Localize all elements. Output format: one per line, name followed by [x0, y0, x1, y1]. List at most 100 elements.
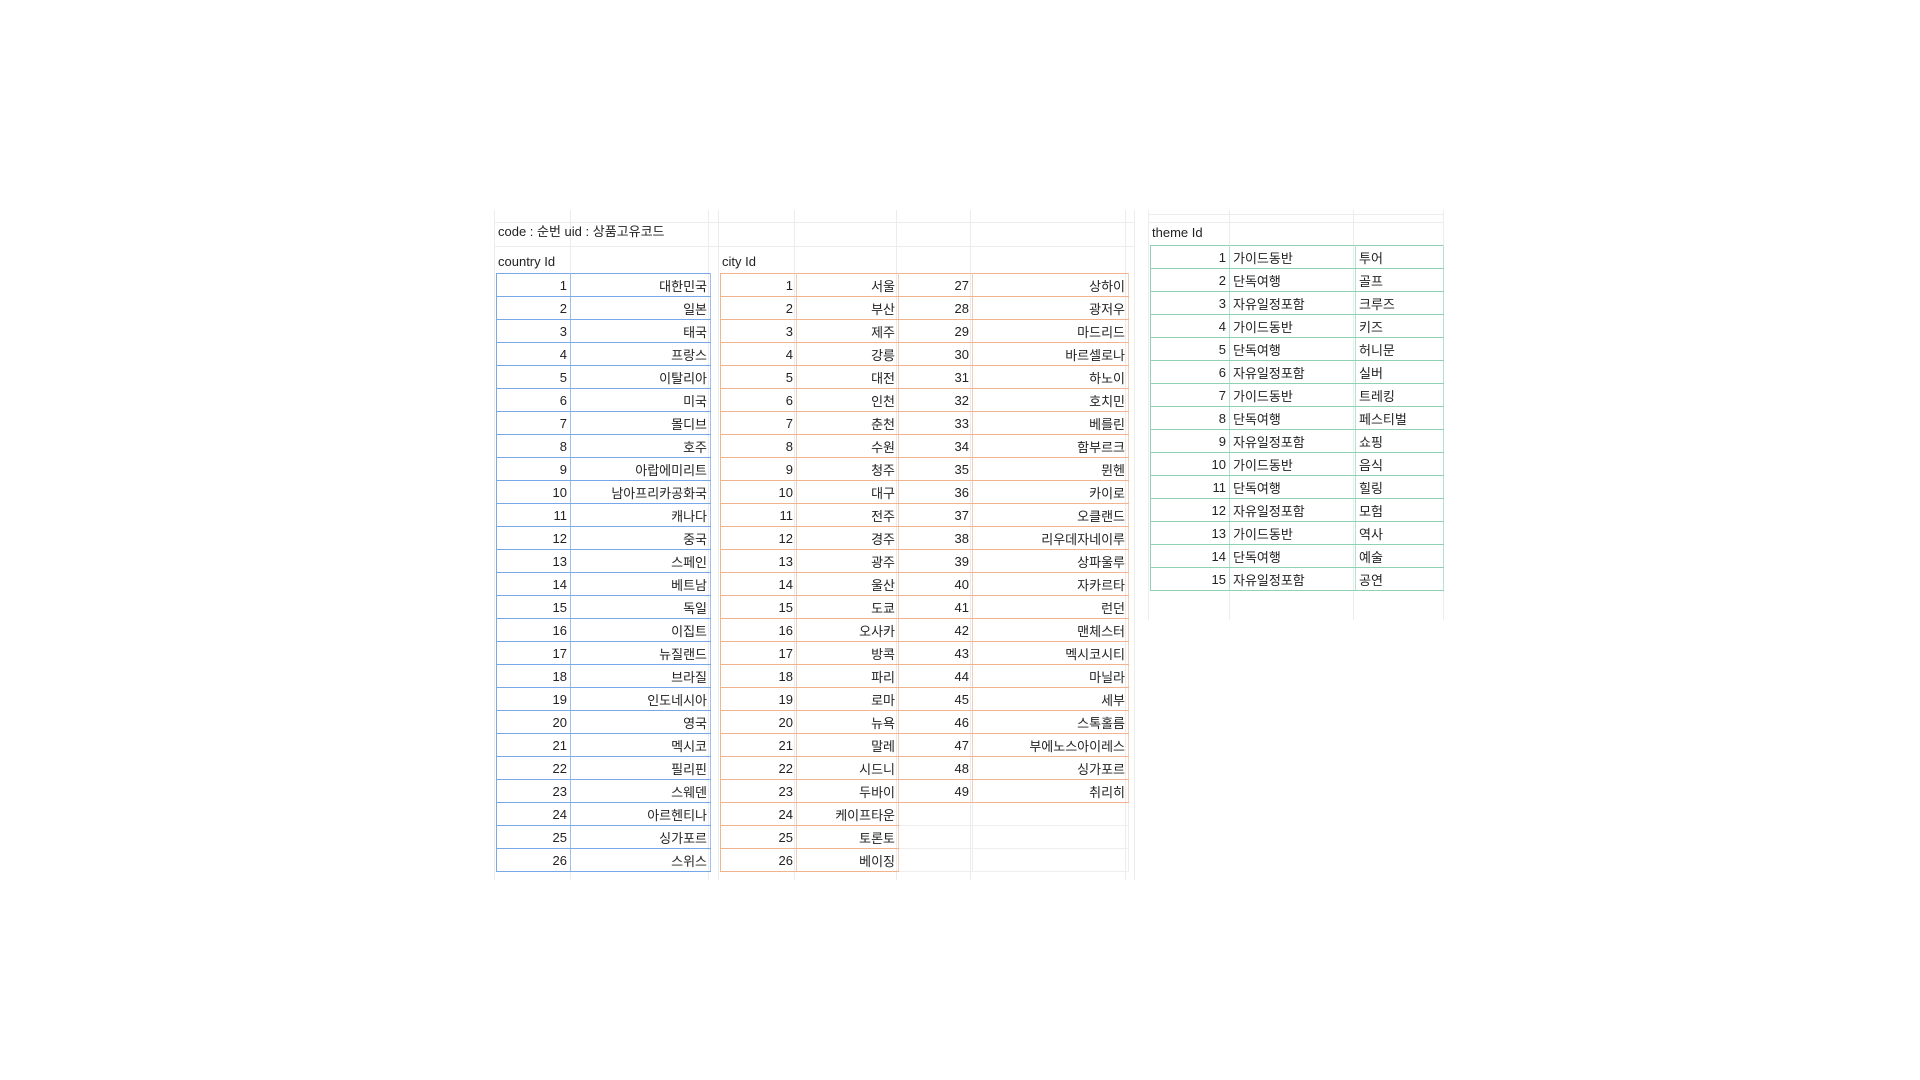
city-cell[interactable] [972, 848, 1129, 872]
city-cell[interactable]: 20 [720, 710, 797, 734]
city-cell[interactable]: 25 [720, 825, 797, 849]
city-cell[interactable]: 수원 [796, 434, 899, 458]
city-cell[interactable]: 춘천 [796, 411, 899, 435]
country-cell[interactable]: 14 [496, 572, 571, 596]
country-cell[interactable]: 25 [496, 825, 571, 849]
country-cell[interactable]: 26 [496, 848, 571, 872]
theme-cell[interactable]: 가이드동반 [1229, 314, 1356, 338]
country-cell[interactable]: 남아프리카공화국 [570, 480, 711, 504]
city-cell[interactable]: 13 [720, 549, 797, 573]
country-cell[interactable]: 스페인 [570, 549, 711, 573]
theme-cell[interactable]: 단독여행 [1229, 268, 1356, 292]
country-cell[interactable]: 24 [496, 802, 571, 826]
city-cell[interactable]: 로마 [796, 687, 899, 711]
country-cell[interactable]: 3 [496, 319, 571, 343]
city-cell[interactable]: 제주 [796, 319, 899, 343]
city-cell[interactable]: 15 [720, 595, 797, 619]
theme-cell[interactable]: 단독여행 [1229, 406, 1356, 430]
theme-cell[interactable]: 키즈 [1355, 314, 1444, 338]
city-cell[interactable] [898, 848, 973, 872]
country-cell[interactable]: 21 [496, 733, 571, 757]
country-cell[interactable]: 16 [496, 618, 571, 642]
city-cell[interactable]: 7 [720, 411, 797, 435]
city-cell[interactable]: 베를린 [972, 411, 1129, 435]
city-cell[interactable]: 48 [898, 756, 973, 780]
city-cell[interactable]: 46 [898, 710, 973, 734]
city-cell[interactable]: 49 [898, 779, 973, 803]
country-cell[interactable]: 호주 [570, 434, 711, 458]
country-cell[interactable]: 캐나다 [570, 503, 711, 527]
theme-cell[interactable]: 예술 [1355, 544, 1444, 568]
theme-cell[interactable]: 자유일정포함 [1229, 291, 1356, 315]
theme-cell[interactable]: 15 [1150, 567, 1230, 591]
city-cell[interactable]: 리우데자네이루 [972, 526, 1129, 550]
city-cell[interactable]: 맨체스터 [972, 618, 1129, 642]
theme-cell[interactable]: 단독여행 [1229, 544, 1356, 568]
country-cell[interactable]: 17 [496, 641, 571, 665]
city-cell[interactable]: 11 [720, 503, 797, 527]
city-cell[interactable]: 33 [898, 411, 973, 435]
country-cell[interactable]: 몰디브 [570, 411, 711, 435]
city-cell[interactable]: 시드니 [796, 756, 899, 780]
city-cell[interactable]: 22 [720, 756, 797, 780]
country-cell[interactable]: 이집트 [570, 618, 711, 642]
city-cell[interactable]: 런던 [972, 595, 1129, 619]
theme-cell[interactable]: 역사 [1355, 521, 1444, 545]
theme-cell[interactable]: 허니문 [1355, 337, 1444, 361]
city-cell[interactable]: 베이징 [796, 848, 899, 872]
city-cell[interactable]: 27 [898, 273, 973, 297]
city-cell[interactable]: 19 [720, 687, 797, 711]
theme-cell[interactable]: 단독여행 [1229, 337, 1356, 361]
country-cell[interactable]: 대한민국 [570, 273, 711, 297]
city-cell[interactable]: 45 [898, 687, 973, 711]
city-cell[interactable]: 파리 [796, 664, 899, 688]
city-cell[interactable]: 17 [720, 641, 797, 665]
theme-cell[interactable]: 1 [1150, 245, 1230, 269]
city-cell[interactable]: 4 [720, 342, 797, 366]
country-cell[interactable]: 스위스 [570, 848, 711, 872]
city-cell[interactable]: 경주 [796, 526, 899, 550]
country-cell[interactable]: 싱가포르 [570, 825, 711, 849]
city-cell[interactable]: 케이프타운 [796, 802, 899, 826]
country-cell[interactable]: 13 [496, 549, 571, 573]
city-cell[interactable]: 대구 [796, 480, 899, 504]
theme-cell[interactable]: 골프 [1355, 268, 1444, 292]
theme-cell[interactable]: 자유일정포함 [1229, 360, 1356, 384]
city-cell[interactable]: 바르셀로나 [972, 342, 1129, 366]
city-cell[interactable]: 상하이 [972, 273, 1129, 297]
city-cell[interactable]: 울산 [796, 572, 899, 596]
city-cell[interactable]: 강릉 [796, 342, 899, 366]
city-cell[interactable]: 34 [898, 434, 973, 458]
theme-cell[interactable]: 6 [1150, 360, 1230, 384]
city-cell[interactable]: 방콕 [796, 641, 899, 665]
theme-cell[interactable]: 11 [1150, 475, 1230, 499]
theme-cell[interactable]: 실버 [1355, 360, 1444, 384]
city-cell[interactable]: 30 [898, 342, 973, 366]
city-cell[interactable]: 대전 [796, 365, 899, 389]
city-cell[interactable]: 36 [898, 480, 973, 504]
city-cell[interactable] [972, 802, 1129, 826]
theme-cell[interactable]: 공연 [1355, 567, 1444, 591]
city-cell[interactable]: 청주 [796, 457, 899, 481]
city-cell[interactable]: 26 [720, 848, 797, 872]
country-cell[interactable]: 10 [496, 480, 571, 504]
country-cell[interactable]: 영국 [570, 710, 711, 734]
city-cell[interactable]: 뉴욕 [796, 710, 899, 734]
city-cell[interactable]: 전주 [796, 503, 899, 527]
city-cell[interactable]: 오클랜드 [972, 503, 1129, 527]
city-cell[interactable]: 스톡홀름 [972, 710, 1129, 734]
city-cell[interactable]: 21 [720, 733, 797, 757]
country-cell[interactable]: 멕시코 [570, 733, 711, 757]
country-cell[interactable]: 베트남 [570, 572, 711, 596]
city-cell[interactable]: 35 [898, 457, 973, 481]
country-cell[interactable]: 독일 [570, 595, 711, 619]
country-cell[interactable]: 아르헨티나 [570, 802, 711, 826]
theme-cell[interactable]: 투어 [1355, 245, 1444, 269]
country-cell[interactable]: 9 [496, 457, 571, 481]
theme-cell[interactable]: 5 [1150, 337, 1230, 361]
country-cell[interactable]: 미국 [570, 388, 711, 412]
city-cell[interactable]: 멕시코시티 [972, 641, 1129, 665]
city-cell[interactable]: 6 [720, 388, 797, 412]
city-cell[interactable]: 3 [720, 319, 797, 343]
theme-cell[interactable]: 가이드동반 [1229, 521, 1356, 545]
